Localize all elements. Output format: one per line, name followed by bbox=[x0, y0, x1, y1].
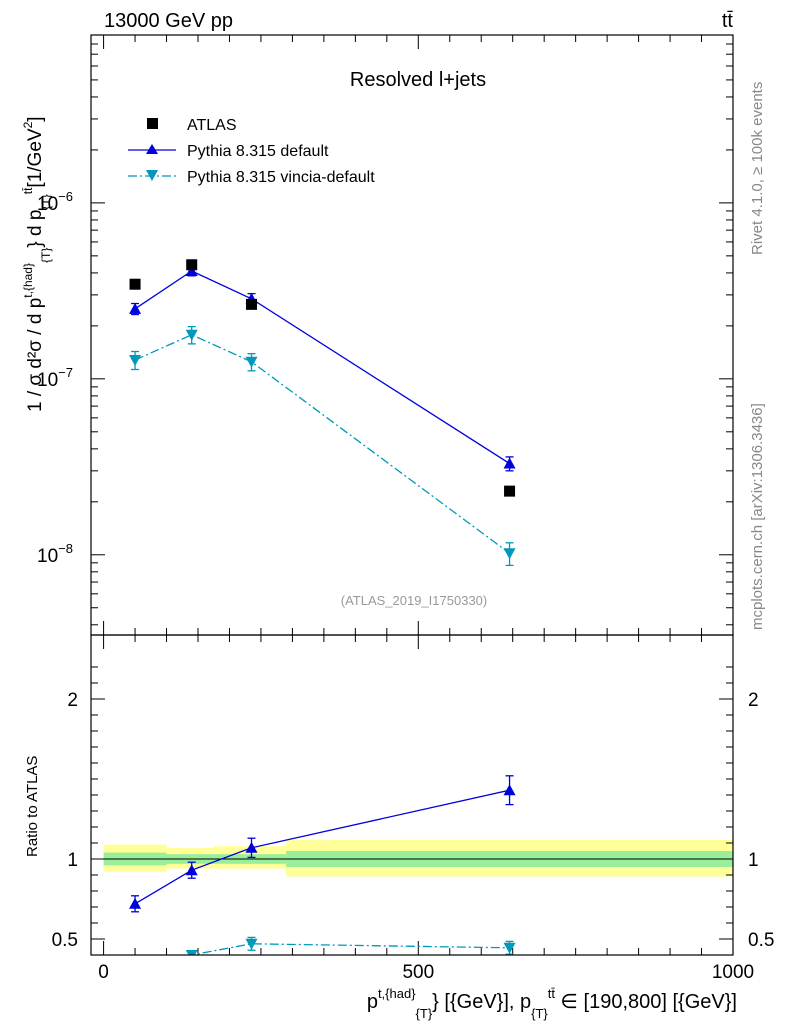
legend-marker-triangle-up bbox=[146, 144, 158, 154]
data-point bbox=[245, 938, 258, 950]
mcplots-label: mcplots.cern.ch [arXiv:1306.3436] bbox=[749, 403, 766, 630]
ratio-panel: 0.5 0.5 1 1 2 2 0 500 1000 Ratio to ATLAS pt,{ha… bbox=[24, 634, 775, 1021]
data-point bbox=[129, 954, 142, 955]
series-line bbox=[184, 943, 510, 955]
data-point bbox=[129, 354, 142, 366]
x-tick-label: 0 bbox=[98, 962, 109, 983]
legend-label: ATLAS bbox=[187, 117, 237, 134]
data-point bbox=[185, 329, 198, 341]
plot-title: Resolved l+jets bbox=[350, 69, 486, 91]
y-tick-label: 0.5 bbox=[52, 930, 78, 951]
y-tick-label: 10−7 bbox=[37, 365, 73, 391]
main-ticks bbox=[91, 34, 734, 635]
main-panel: 10−8 10−7 10−6 Resolved l+jets (ATLAS_2019… bbox=[21, 34, 734, 636]
legend-marker-triangle-down bbox=[146, 170, 158, 181]
ratio-ticks bbox=[91, 635, 734, 955]
legend-item-atlas[interactable]: ATLAS bbox=[147, 117, 237, 134]
legend-marker-square bbox=[147, 118, 158, 129]
rivet-label: Rivet 4.1.0, ≥ 100k events bbox=[749, 82, 766, 255]
process-label: tt̄ bbox=[722, 10, 734, 32]
data-point bbox=[185, 864, 198, 876]
series-line bbox=[134, 270, 510, 465]
y-tick-label: 2 bbox=[748, 690, 759, 711]
x-tick-label: 500 bbox=[402, 962, 434, 983]
data-point bbox=[186, 259, 198, 271]
data-point bbox=[503, 784, 516, 796]
ratio-series bbox=[129, 775, 516, 955]
y-tick-label: 10−6 bbox=[37, 189, 73, 215]
data-point bbox=[504, 485, 516, 497]
legend-label: Pythia 8.315 default bbox=[187, 143, 329, 160]
data-point bbox=[129, 897, 142, 909]
x-axis-label: pt,{had}{T}} [{GeV}], p{T}tt̄ ∈ [190,800… bbox=[367, 986, 737, 1021]
ratio-bands bbox=[103, 839, 733, 877]
ratio-frame bbox=[90, 634, 734, 956]
y-tick-label: 0.5 bbox=[748, 930, 774, 951]
data-point bbox=[246, 298, 257, 310]
series-line bbox=[134, 789, 510, 905]
data-point bbox=[185, 950, 198, 955]
data-point bbox=[503, 457, 516, 469]
data-point bbox=[245, 356, 258, 368]
main-tick-labels: 10−8 10−7 10−6 bbox=[37, 189, 73, 567]
data-point bbox=[503, 942, 516, 954]
data-point bbox=[503, 548, 516, 560]
data-point bbox=[185, 265, 198, 277]
legend-item-pythia-vincia[interactable]: Pythia 8.315 vincia-default bbox=[128, 169, 375, 186]
legend: ATLAS Pythia 8.315 default Pythia 8.315 … bbox=[128, 117, 375, 186]
ratio-y-axis-label: Ratio to ATLAS bbox=[24, 756, 41, 857]
legend-item-pythia-default[interactable]: Pythia 8.315 default bbox=[128, 143, 329, 160]
data-point bbox=[129, 302, 142, 314]
x-tick-label: 1000 bbox=[712, 962, 754, 983]
data-point bbox=[245, 841, 258, 853]
ratio-tick-labels: 0.5 0.5 1 1 2 2 0 500 1000 bbox=[52, 690, 775, 983]
series-line bbox=[134, 334, 510, 554]
main-series bbox=[129, 259, 516, 567]
watermark: (ATLAS_2019_I1750330) bbox=[341, 593, 487, 608]
y-tick-label: 1 bbox=[67, 850, 78, 871]
y-tick-label: 2 bbox=[67, 690, 78, 711]
y-tick-label: 1 bbox=[748, 850, 759, 871]
data-point bbox=[129, 278, 141, 290]
main-y-axis-label: 1 / σ d²σ / d pt,{had}{T}} d p{T}tt̄[1/G… bbox=[21, 116, 53, 412]
y-tick-label: 10−8 bbox=[37, 541, 73, 567]
legend-label: Pythia 8.315 vincia-default bbox=[187, 169, 375, 186]
energy-label: 13000 GeV pp bbox=[104, 10, 233, 32]
